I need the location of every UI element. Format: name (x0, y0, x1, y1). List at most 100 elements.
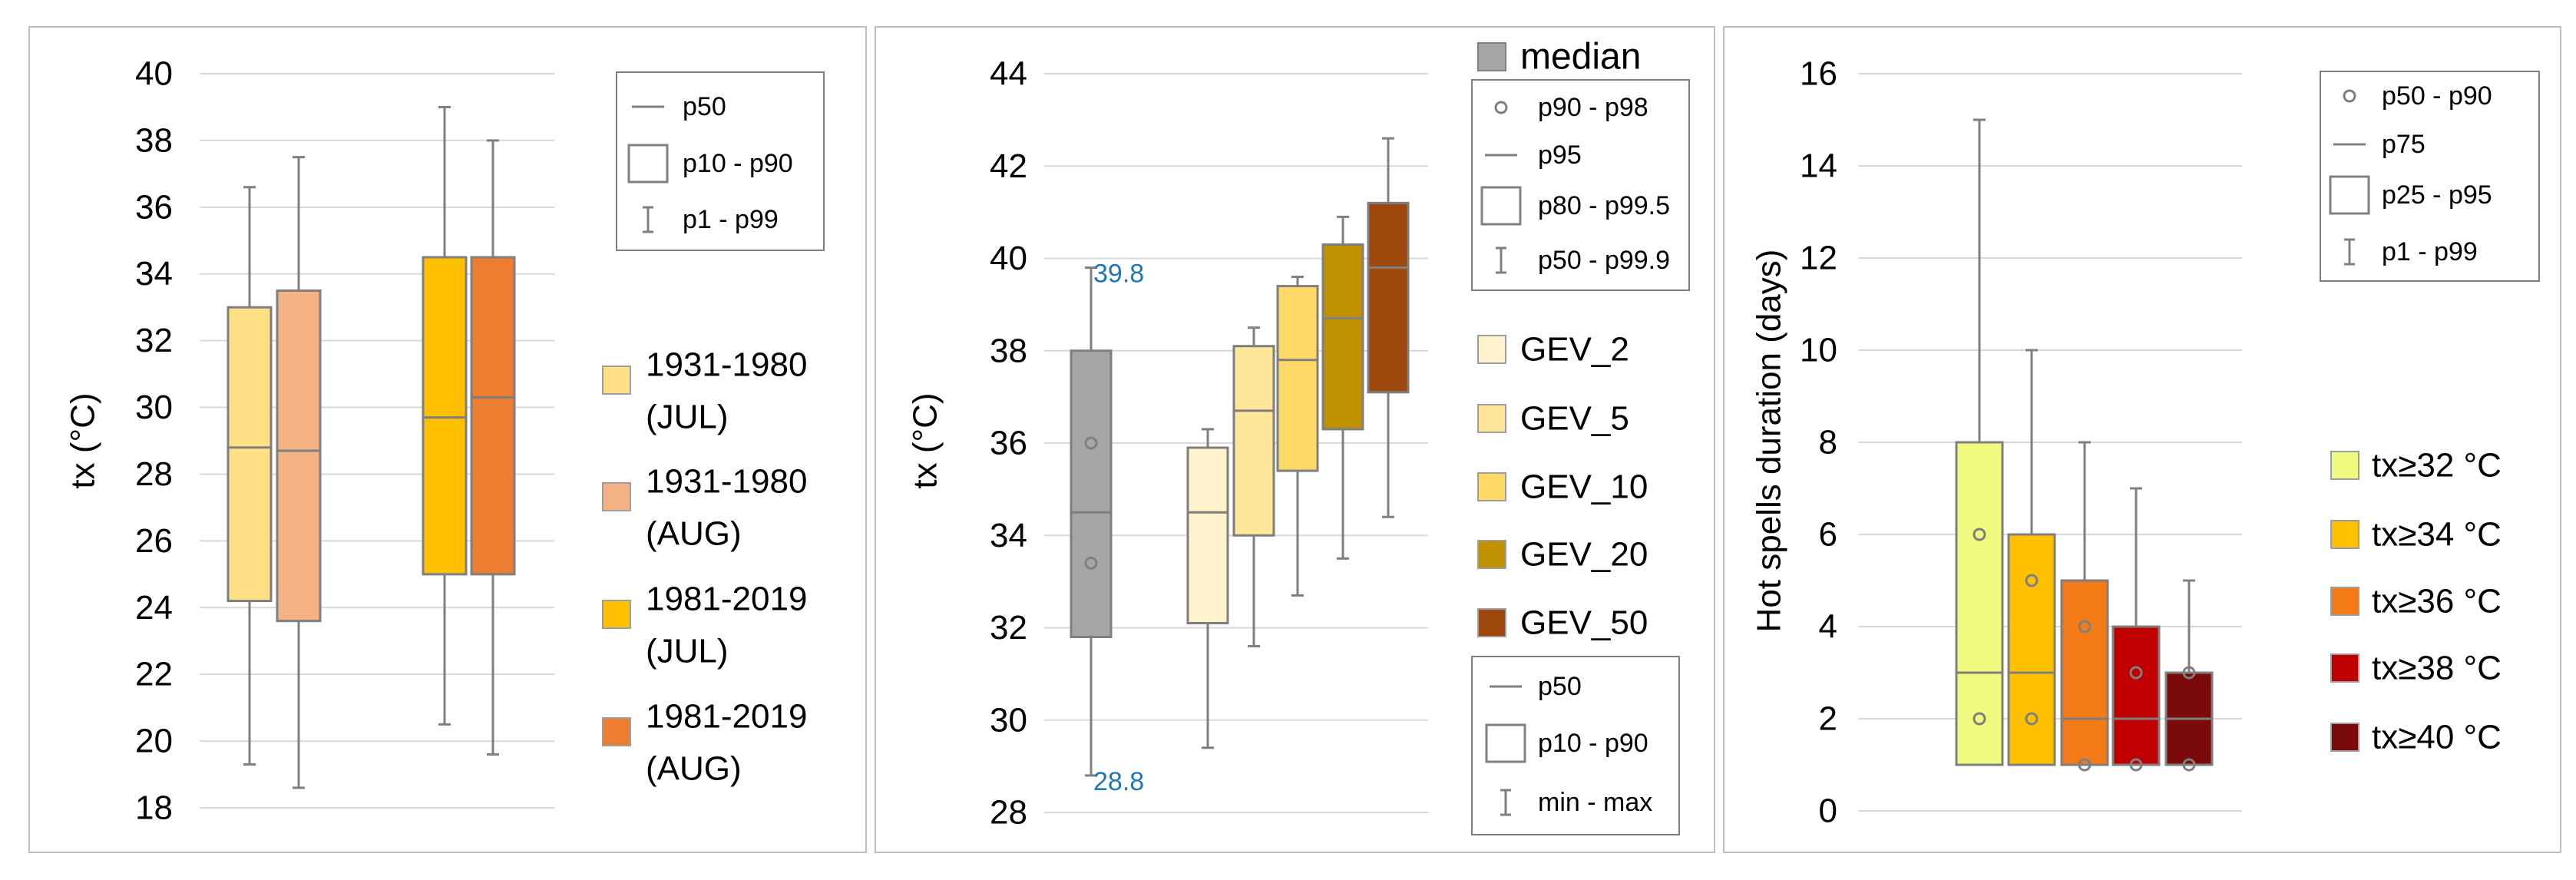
legend-label: tx≥40 °C (2372, 719, 2502, 756)
box-point (2182, 666, 2196, 680)
box-GEV_5 (1232, 326, 1275, 648)
legend-label: tx≥36 °C (2372, 583, 2502, 620)
legend-label: tx≥32 °C (2372, 447, 2502, 485)
legend-label: GEV_2 (1520, 331, 1629, 369)
y-tick-label: 2 (1819, 700, 1837, 738)
box-series-4 (2111, 487, 2161, 766)
legend-box-symbol-11 (1485, 723, 1526, 763)
box-GEV_20-box (1321, 243, 1364, 431)
legend-label-line1: 1931-1980 (646, 346, 807, 384)
legend-swatch (2330, 587, 2359, 616)
box-GEV_2 (1186, 428, 1229, 749)
series-stat-legend-label: min - max (1538, 788, 1652, 817)
box-series-2 (2007, 349, 2056, 766)
y-tick-label: 36 (135, 188, 173, 226)
y-tick-label: 30 (990, 701, 1027, 739)
median-stat-legend-frame (1471, 79, 1690, 291)
median-stat-legend-label: p80 - p99.5 (1538, 191, 1670, 220)
legend-swatch (602, 366, 631, 395)
stat-legend: p50 - p90 p75 p25 - p95 p1 - p99 (2320, 71, 2540, 282)
y-tick-label: 12 (1800, 240, 1837, 277)
box-series-1-box (227, 306, 273, 603)
y-tick-label: 38 (990, 332, 1027, 369)
median-stat-legend-label: p90 - p98 (1538, 93, 1648, 122)
legend-swatch (1477, 540, 1506, 569)
box-point (2078, 620, 2092, 634)
median-stat-legend-label: p95 (1538, 141, 1582, 170)
legend-whisker-symbol-23 (2344, 238, 2355, 266)
y-tick-label: 16 (1800, 55, 1837, 93)
series-stat-legend: p50 p10 - p90 min - max (1471, 656, 1680, 835)
box-series-2-box (2007, 533, 2056, 766)
stat-legend-label: p1 - p99 (683, 205, 779, 234)
y-tick-label: 44 (990, 55, 1027, 93)
legend-label: GEV_5 (1520, 400, 1629, 438)
legend-swatch (2330, 653, 2359, 683)
legend-label-line1: 1981-2019 (646, 698, 807, 736)
panel-3-chart: 0 2 4 6 8 10 12 14 16 Hot spells duration (days) p… (1751, 55, 2540, 830)
legend-circle-symbol-20 (2343, 89, 2356, 103)
stat-legend-label: p25 - p95 (2382, 180, 2492, 210)
y-tick-label: 32 (990, 609, 1027, 647)
y-tick-label: 20 (135, 723, 173, 760)
y-tick-label: 0 (1819, 792, 1837, 830)
y-tick-label: 38 (135, 121, 173, 159)
legend-swatch (1477, 404, 1506, 433)
legend-swatch (2330, 520, 2359, 549)
median-box-point (1084, 436, 1098, 450)
y-tick-label: 18 (135, 789, 173, 827)
legend-swatch (1477, 335, 1506, 364)
panel-1-chart: 18 20 22 24 26 28 30 32 34 36 38 40 tx (°C) p50 p10 - … (64, 55, 825, 827)
legend-swatch (1477, 608, 1506, 637)
median-legend-swatch (1477, 42, 1506, 71)
box-series-3-box (422, 256, 468, 576)
box-series-2-box (276, 289, 322, 623)
box-series-3 (2060, 441, 2109, 766)
stat-legend: p50 p10 - p90 p1 - p99 (616, 71, 825, 251)
y-tick-label: 28 (135, 455, 173, 493)
legend-swatch (2330, 451, 2359, 480)
y-axis-label: Hot spells duration (days) (1751, 250, 1788, 633)
y-tick-label: 26 (135, 522, 173, 560)
box-series-4-box (470, 256, 516, 576)
legend-swatch (1477, 472, 1506, 501)
box-series-4-box (2111, 625, 2161, 766)
y-tick-label: 34 (990, 517, 1027, 554)
y-axis-label: tx (°C) (907, 392, 944, 488)
box-GEV_5-box (1232, 345, 1275, 537)
legend-label-line2: (AUG) (646, 750, 742, 788)
box-point (2078, 758, 2092, 772)
legend-swatch (602, 600, 631, 629)
y-tick-label: 4 (1819, 608, 1837, 646)
legend-label-line2: (JUL) (646, 399, 729, 436)
legend-label-line1: 1931-1980 (646, 463, 807, 501)
box-GEV_50 (1367, 137, 1410, 518)
legend-box-symbol-2 (1480, 186, 1522, 226)
median-stat-legend-label: p50 - p99.9 (1538, 246, 1670, 275)
legend-swatch (602, 717, 631, 746)
box-series-2 (276, 156, 322, 789)
y-tick-label: 6 (1819, 516, 1837, 554)
median-legend-label: median (1520, 37, 1641, 78)
stat-legend-label: p1 - p99 (2382, 237, 2478, 266)
box-series-3-box (2060, 579, 2109, 766)
legend-label-line2: (JUL) (646, 633, 729, 670)
stat-legend-label: p50 - p90 (2382, 81, 2492, 111)
box-GEV_2-box (1186, 446, 1229, 624)
legend-label: tx≥38 °C (2372, 650, 2502, 687)
y-tick-label: 40 (135, 55, 173, 93)
box-point (2025, 574, 2039, 587)
median-stat-legend: p90 - p98 p95 p80 - p99.5 p50 - p99.9 (1471, 79, 1690, 291)
y-tick-label: 10 (1800, 332, 1837, 369)
box-GEV_20 (1321, 215, 1364, 560)
median-box (1070, 266, 1113, 777)
y-tick-label: 42 (990, 147, 1027, 185)
y-tick-label: 34 (135, 255, 173, 293)
box-GEV_50-box (1367, 201, 1410, 394)
box-point (2025, 712, 2039, 726)
y-tick-label: 40 (990, 240, 1027, 277)
median-box-box (1070, 349, 1113, 639)
y-tick-label: 30 (135, 389, 173, 426)
